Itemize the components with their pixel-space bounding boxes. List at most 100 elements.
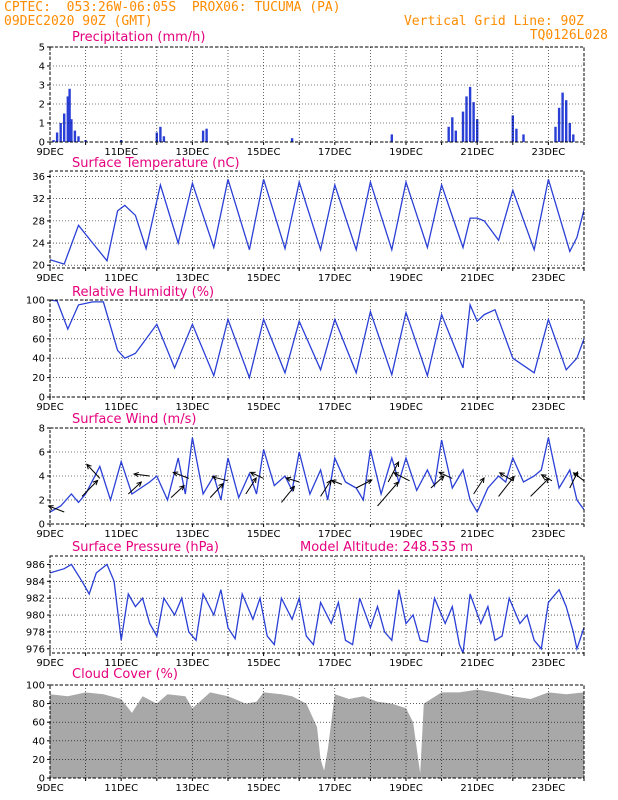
wind-arrow-head: [47, 505, 54, 510]
y-tick-label: 24: [32, 239, 45, 250]
wind-arrow-head: [132, 471, 139, 478]
y-tick-label: 40: [32, 736, 45, 747]
wind-arrow-head: [86, 463, 92, 470]
x-tick-label: 9DEC: [36, 529, 63, 540]
y-tick-label: 978: [26, 627, 45, 638]
x-tick-label: 13DEC: [176, 147, 210, 158]
x-tick-label: 13DEC: [176, 273, 210, 284]
precipitation-bar: [476, 119, 479, 142]
x-tick-label: 13DEC: [176, 402, 210, 413]
y-tick-label: 100: [26, 681, 45, 692]
precipitation-bar: [565, 100, 568, 142]
precipitation-bar: [522, 134, 525, 142]
wind-arrow: [439, 471, 453, 479]
y-tick-label: 3: [39, 81, 45, 92]
x-tick-label: 21DEC: [460, 783, 494, 794]
x-tick-label: 23DEC: [532, 402, 566, 413]
x-tick-label: 13DEC: [176, 529, 210, 540]
precipitation-bar: [70, 119, 73, 142]
y-tick-label: 984: [26, 577, 45, 588]
wind-arrow-head: [438, 471, 445, 477]
panel-title: Relative Humidity (%): [72, 285, 214, 300]
x-tick-label: 11DEC: [104, 402, 138, 413]
precipitation-bar: [205, 128, 208, 142]
y-tick-label: 8: [39, 424, 45, 435]
x-tick-label: 9DEC: [36, 783, 63, 794]
panel-frame: [49, 427, 585, 525]
x-tick-label: 19DEC: [389, 783, 423, 794]
y-tick-label: 0: [39, 138, 45, 149]
y-tick-label: 100: [26, 296, 45, 307]
precipitation-bar: [120, 140, 123, 142]
y-tick-label: 976: [26, 644, 45, 655]
wind-arrow: [530, 478, 550, 497]
panel-title: Cloud Cover (%): [72, 667, 178, 682]
wind-arrow: [173, 471, 190, 479]
x-tick-label: 17DEC: [318, 402, 352, 413]
precipitation-bar: [465, 96, 468, 142]
wind-arrow: [212, 476, 229, 482]
x-tick-label: 19DEC: [389, 658, 423, 669]
x-tick-label: 13DEC: [176, 783, 210, 794]
wind-arrow: [250, 471, 264, 479]
precipitation-bar: [568, 123, 571, 142]
wind-arrow: [430, 475, 445, 489]
wind-arrow-head: [392, 472, 399, 478]
x-tick-label: 13DEC: [176, 658, 210, 669]
series-line: [50, 563, 584, 653]
x-tick-label: 21DEC: [460, 658, 494, 669]
x-tick-label: 17DEC: [318, 658, 352, 669]
x-tick-label: 19DEC: [389, 529, 423, 540]
precipitation-bar: [515, 128, 518, 142]
y-tick-label: 986: [26, 560, 45, 571]
wind-arrow: [393, 472, 410, 482]
x-tick-label: 11DEC: [104, 147, 138, 158]
x-tick-label: 9DEC: [36, 402, 63, 413]
x-tick-label: 23DEC: [532, 529, 566, 540]
x-tick-label: 17DEC: [318, 783, 352, 794]
y-tick-label: 4: [39, 62, 45, 73]
y-tick-label: 28: [32, 216, 45, 227]
precipitation-bar: [554, 126, 557, 142]
precipitation-bar: [390, 134, 393, 142]
x-tick-label: 17DEC: [318, 529, 352, 540]
x-tick-label: 21DEC: [460, 147, 494, 158]
wind-arrow-head: [249, 471, 256, 477]
wind-arrow-head: [509, 475, 515, 482]
wind-arrow-head: [330, 479, 337, 485]
wind-arrow-head: [179, 484, 185, 491]
wind-arrow: [134, 473, 150, 477]
precipitation-bar: [84, 140, 87, 142]
x-tick-label: 19DEC: [389, 273, 423, 284]
precipitation-bar: [561, 92, 564, 142]
wind-arrow-head: [479, 477, 485, 484]
precipitation-bar: [68, 88, 71, 142]
precipitation-bar: [290, 138, 294, 142]
wind-arrow: [377, 481, 399, 507]
cloud-cover-area: [50, 689, 584, 778]
x-tick-label: 11DEC: [104, 273, 138, 284]
series-line: [50, 179, 584, 265]
y-tick-label: 5: [39, 43, 45, 54]
wind-arrow-head: [540, 474, 547, 480]
x-tick-label: 21DEC: [460, 529, 494, 540]
wind-arrow: [541, 474, 553, 482]
x-tick-label: 15DEC: [247, 529, 281, 540]
y-tick-label: 36: [32, 172, 45, 183]
header-date: 09DEC2020 90Z (GMT): [4, 14, 153, 29]
x-tick-label: 23DEC: [532, 783, 566, 794]
wind-arrow-head: [366, 479, 373, 485]
y-tick-label: 0: [39, 520, 45, 531]
precipitation-bar: [451, 117, 454, 142]
wind-arrow: [499, 472, 514, 482]
panel-frame: [49, 684, 585, 779]
panel-title: Surface Pressure (hPa): [72, 540, 219, 555]
precipitation-bar: [55, 132, 59, 142]
x-tick-label: 17DEC: [318, 273, 352, 284]
wind-arrow-head: [211, 475, 218, 481]
wind-arrow: [387, 461, 400, 483]
x-tick-label: 9DEC: [36, 147, 63, 158]
wind-arrow-head: [251, 477, 257, 484]
header-model-id: TQ0126L028: [529, 28, 608, 43]
precipitation-bar: [572, 134, 575, 142]
